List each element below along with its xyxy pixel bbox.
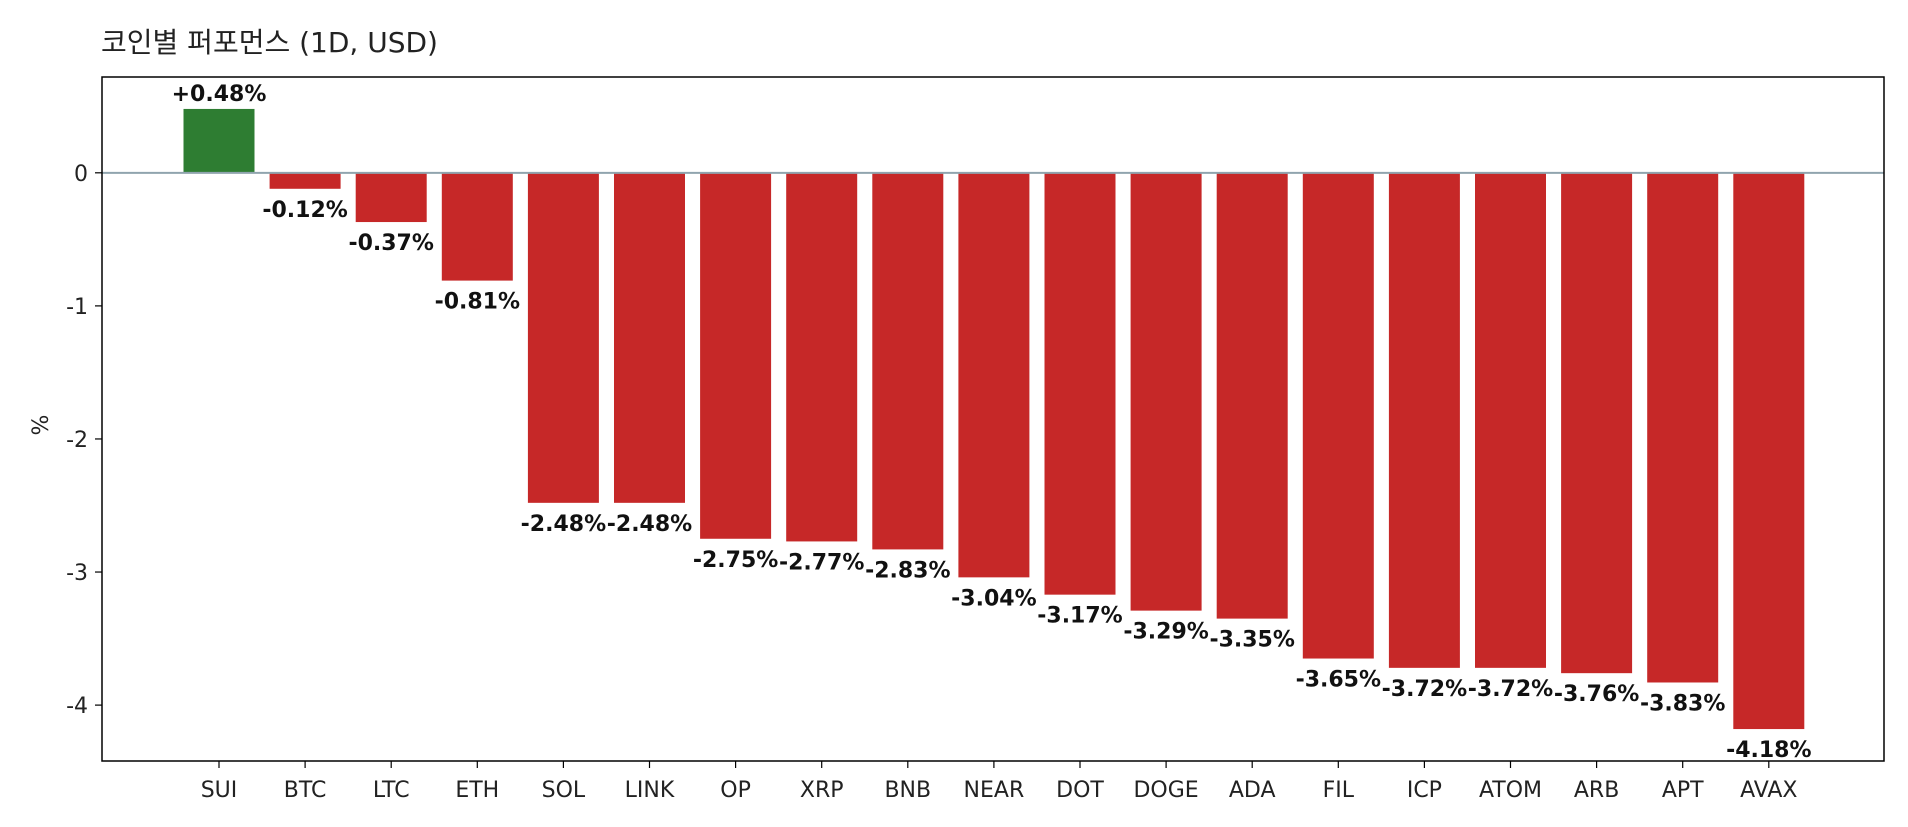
x-tick-label-near: NEAR <box>964 778 1025 803</box>
y-axis-ticks: 0 -1 -2 -3 -4 <box>66 162 102 719</box>
x-tick-label-apt: APT <box>1662 778 1704 803</box>
bar-near <box>958 172 1030 578</box>
data-label-sui: +0.48% <box>172 82 267 107</box>
x-tick-label-fil: FIL <box>1323 778 1355 803</box>
data-label-atom: -3.72% <box>1468 677 1553 702</box>
x-tick-label-ltc: LTC <box>373 778 410 803</box>
x-tick-label-dot: DOT <box>1056 778 1104 803</box>
bar-apt <box>1647 172 1719 683</box>
bar-bnb <box>872 172 944 550</box>
x-tick-label-op: OP <box>720 778 751 803</box>
x-tick-label-atom: ATOM <box>1479 778 1542 803</box>
bar-op <box>700 172 772 539</box>
x-tick-label-eth: ETH <box>455 778 499 803</box>
data-label-eth: -0.81% <box>435 290 520 315</box>
data-label-dot: -3.17% <box>1037 604 1122 629</box>
data-label-ltc: -0.37% <box>348 231 433 256</box>
chart-title: 코인별 퍼포먼스 (1D, USD) <box>101 26 438 59</box>
x-tick-label-bnb: BNB <box>884 778 931 803</box>
data-label-arb: -3.76% <box>1554 682 1639 707</box>
bar-ada <box>1216 172 1288 619</box>
y-tick-label: -2 <box>66 428 88 453</box>
bar-fil <box>1302 172 1374 659</box>
data-label-btc: -0.12% <box>262 198 347 223</box>
data-label-icp: -3.72% <box>1382 677 1467 702</box>
x-tick-label-sui: SUI <box>201 778 238 803</box>
x-tick-label-icp: ICP <box>1407 778 1442 803</box>
bar-eth <box>441 172 513 281</box>
y-tick-label: -1 <box>66 295 88 320</box>
bar-avax <box>1733 172 1805 730</box>
data-label-bnb: -2.83% <box>865 558 950 583</box>
data-label-xrp: -2.77% <box>779 550 864 575</box>
bar-btc <box>269 172 341 189</box>
x-tick-label-sol: SOL <box>542 778 586 803</box>
bar-sui <box>183 108 255 173</box>
x-tick-label-doge: DOGE <box>1133 778 1198 803</box>
data-label-doge: -3.29% <box>1123 620 1208 645</box>
x-tick-label-ada: ADA <box>1229 778 1276 803</box>
bar-arb <box>1561 172 1633 674</box>
data-label-link: -2.48% <box>607 512 692 537</box>
bar-icp <box>1388 172 1460 668</box>
bars-group <box>183 108 1805 730</box>
bar-sol <box>527 172 599 503</box>
data-label-near: -3.04% <box>951 586 1036 611</box>
y-axis-label: % <box>29 415 54 436</box>
bar-link <box>614 172 685 503</box>
plot-frame <box>101 76 1885 762</box>
x-tick-label-xrp: XRP <box>800 778 844 803</box>
bar-xrp <box>786 172 858 542</box>
x-tick-label-arb: ARB <box>1574 778 1619 803</box>
x-tick-label-link: LINK <box>625 778 675 803</box>
x-tick-label-avax: AVAX <box>1740 778 1797 803</box>
data-label-op: -2.75% <box>693 548 778 573</box>
x-axis-ticks: SUI BTC LTC ETH SOL LINK OP XRP BNB NEAR DOT DOGE AD… <box>201 761 1798 803</box>
data-label-ada: -3.35% <box>1209 628 1294 653</box>
data-label-apt: -3.83% <box>1640 691 1725 716</box>
data-label-avax: -4.18% <box>1726 738 1811 763</box>
data-labels-group: +0.48%-0.12%-0.37%-0.81%-2.48% -2.48%-2.7… <box>172 82 1812 763</box>
bar-dot <box>1044 172 1116 595</box>
x-tick-label-btc: BTC <box>284 778 327 803</box>
bar-doge <box>1130 172 1202 611</box>
y-tick-label: 0 <box>74 162 88 187</box>
y-tick-label: -3 <box>66 561 88 586</box>
data-label-sol: -2.48% <box>521 512 606 537</box>
y-tick-label: -4 <box>66 694 88 719</box>
bar-ltc <box>355 172 427 223</box>
bar-atom <box>1475 172 1546 668</box>
data-label-fil: -3.65% <box>1296 668 1381 693</box>
